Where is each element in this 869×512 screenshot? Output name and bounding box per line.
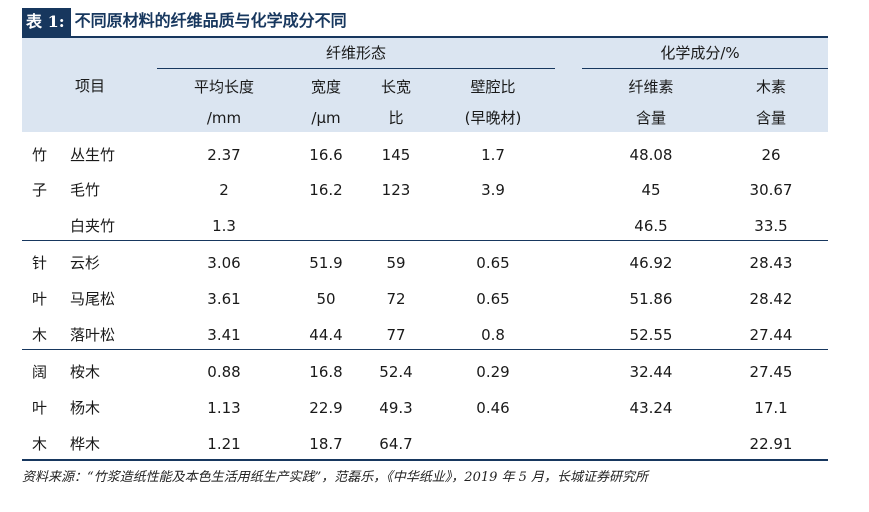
cell-lignin: 27.45: [749, 363, 793, 381]
cell-avg-length: 2.37: [207, 146, 241, 164]
cell-avg-length: 1.13: [207, 399, 241, 417]
group-label-char: 针: [32, 254, 48, 272]
cell-width: 51.9: [309, 254, 343, 272]
row-name: 桉木: [70, 363, 101, 381]
header-avg-length-1: 平均长度: [193, 78, 255, 96]
cell-avg-length: 1.21: [207, 435, 241, 453]
row-name: 毛竹: [70, 181, 101, 199]
group-label-char: 子: [32, 181, 48, 199]
cell-wall-ratio: 0.8: [481, 326, 505, 344]
cell-ratio: 77: [386, 326, 406, 344]
header-lignin-1: 木素: [755, 78, 787, 96]
cell-lignin: 17.1: [754, 399, 788, 417]
group-divider: [22, 349, 828, 350]
source-note: 资料来源：“竹浆造纸性能及本色生活用纸生产实践”，范磊乐，《中华纸业》，2019…: [22, 470, 649, 485]
header-ratio-1: 长宽: [380, 78, 412, 96]
cell-cellulose: 46.92: [629, 254, 673, 272]
row-name: 落叶松: [70, 326, 116, 344]
cell-width: 18.7: [309, 435, 343, 453]
header-ratio-2: 比: [388, 109, 404, 127]
group-divider: [22, 240, 828, 241]
table-title: 表 1: 不同原材料的纤维品质与化学成分不同: [22, 8, 828, 38]
header-underline-chemistry: [582, 68, 828, 69]
header-cellulose-2: 含量: [635, 109, 667, 127]
group-label-char: 叶: [32, 399, 48, 417]
group-label-char: 竹: [32, 146, 48, 164]
header-underline-fiber: [157, 68, 555, 69]
cell-wall-ratio: 1.7: [481, 146, 505, 164]
cell-avg-length: 3.61: [207, 290, 241, 308]
table-bottom-border: [22, 459, 828, 461]
cell-avg-length: 3.41: [207, 326, 241, 344]
cell-lignin: 30.67: [749, 181, 793, 199]
cell-wall-ratio: 0.46: [476, 399, 510, 417]
cell-cellulose: 46.5: [634, 217, 668, 235]
cell-ratio: 123: [381, 181, 411, 199]
cell-width: 16.6: [309, 146, 343, 164]
cell-ratio: 59: [386, 254, 406, 272]
row-name: 丛生竹: [70, 146, 116, 164]
cell-width: 50: [316, 290, 336, 308]
cell-lignin: 22.91: [749, 435, 793, 453]
header-group-fiber: 纤维形态: [325, 44, 387, 62]
cell-wall-ratio: 0.65: [476, 254, 510, 272]
cell-width: 16.2: [309, 181, 343, 199]
cell-cellulose: 32.44: [629, 363, 673, 381]
row-name: 马尾松: [70, 290, 116, 308]
cell-ratio: 49.3: [379, 399, 413, 417]
cell-width: 16.8: [309, 363, 343, 381]
row-name: 杨木: [70, 399, 101, 417]
cell-cellulose: 52.55: [629, 326, 673, 344]
group-label-char: 阔: [32, 363, 48, 381]
header-wall-ratio-2: (早晚材): [464, 109, 522, 127]
header-lignin-2: 含量: [755, 109, 787, 127]
cell-width: 22.9: [309, 399, 343, 417]
table-number: 表 1:: [22, 8, 71, 36]
row-name: 白夹竹: [70, 217, 116, 235]
table-header-background: [22, 38, 828, 132]
cell-avg-length: 3.06: [207, 254, 241, 272]
header-wall-ratio-1: 壁腔比: [470, 78, 516, 96]
header-cellulose-1: 纤维素: [628, 78, 674, 96]
cell-wall-ratio: 3.9: [481, 181, 505, 199]
cell-width: 44.4: [309, 326, 343, 344]
cell-avg-length: 2: [219, 181, 229, 199]
cell-lignin: 28.43: [749, 254, 793, 272]
row-name: 桦木: [70, 435, 101, 453]
cell-cellulose: 51.86: [629, 290, 673, 308]
row-name: 云杉: [70, 254, 101, 272]
header-item: 项目: [74, 77, 106, 95]
cell-cellulose: 48.08: [629, 146, 673, 164]
cell-ratio: 64.7: [379, 435, 413, 453]
cell-avg-length: 0.88: [207, 363, 241, 381]
group-label-char: 木: [32, 435, 48, 453]
header-width-2: /μm: [311, 109, 341, 127]
cell-avg-length: 1.3: [212, 217, 236, 235]
cell-lignin: 26: [761, 146, 781, 164]
cell-lignin: 28.42: [749, 290, 793, 308]
cell-ratio: 52.4: [379, 363, 413, 381]
header-group-chemistry: 化学成分/%: [660, 44, 740, 62]
table-caption: 不同原材料的纤维品质与化学成分不同: [74, 11, 347, 30]
cell-ratio: 72: [386, 290, 406, 308]
cell-cellulose: 43.24: [629, 399, 673, 417]
cell-lignin: 33.5: [754, 217, 788, 235]
cell-wall-ratio: 0.29: [476, 363, 510, 381]
cell-wall-ratio: 0.65: [476, 290, 510, 308]
cell-lignin: 27.44: [749, 326, 793, 344]
header-avg-length-2: /mm: [206, 109, 242, 127]
header-width-1: 宽度: [310, 78, 342, 96]
group-label-char: 叶: [32, 290, 48, 308]
cell-cellulose: 45: [641, 181, 661, 199]
group-label-char: 木: [32, 326, 48, 344]
cell-ratio: 145: [381, 146, 411, 164]
